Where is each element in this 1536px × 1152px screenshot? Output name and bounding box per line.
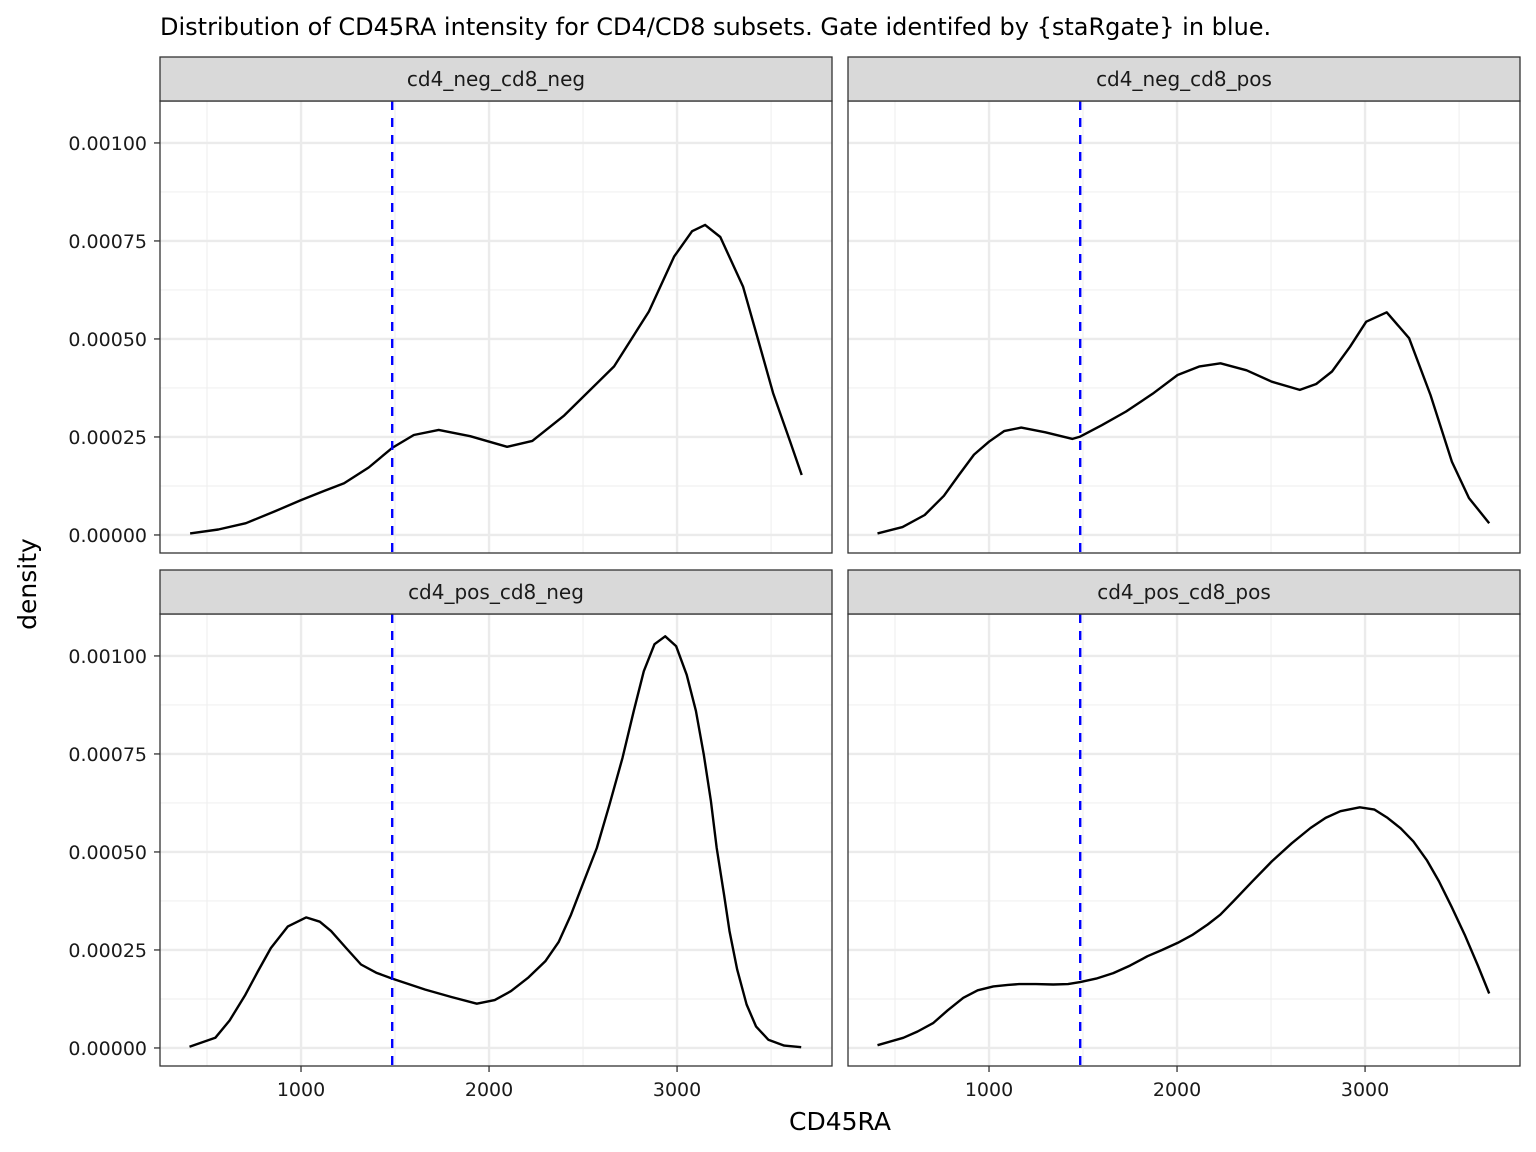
x-tick-label: 2000 bbox=[1153, 1079, 1201, 1101]
facet-strip bbox=[847, 569, 1521, 615]
y-tick-label: 0.00000 bbox=[68, 525, 147, 547]
facet-panel-cd4_neg_cd8_neg: cd4_neg_cd8_neg 0.00000 0.00025 0.00050 0.00… bbox=[68, 56, 833, 554]
chart-title: Distribution of CD45RA intensity for CD4… bbox=[160, 13, 1271, 41]
y-tick-label: 0.00025 bbox=[68, 427, 147, 449]
facet-strip-label: cd4_pos_cd8_pos bbox=[1097, 580, 1271, 604]
y-axis-title: density bbox=[13, 538, 42, 630]
y-tick-label: 0.00075 bbox=[68, 744, 147, 766]
density-curve bbox=[877, 806, 1491, 1047]
facet-strip-label: cd4_neg_cd8_pos bbox=[1096, 67, 1272, 91]
facet-panel-cd4_pos_cd8_pos: cd4_pos_cd8_pos 1000 2000 3000 bbox=[847, 569, 1521, 1101]
density-curve bbox=[877, 311, 1491, 535]
panel-background bbox=[160, 614, 832, 1066]
y-tick-label: 0.00025 bbox=[68, 940, 147, 962]
facet-strip bbox=[159, 56, 833, 102]
panel-background bbox=[848, 614, 1520, 1066]
x-tick-label: 1000 bbox=[277, 1079, 325, 1101]
density-curve bbox=[189, 223, 803, 535]
y-tick-label: 0.00000 bbox=[68, 1038, 147, 1060]
facet-strip-label: cd4_pos_cd8_neg bbox=[408, 580, 584, 604]
panel-background bbox=[848, 101, 1520, 553]
facet-strip bbox=[847, 56, 1521, 102]
facet-panel-cd4_neg_cd8_pos: cd4_neg_cd8_pos bbox=[847, 56, 1521, 554]
x-tick-label: 3000 bbox=[1341, 1079, 1389, 1101]
facet-grid: cd4_neg_cd8_neg 0.00000 0.00025 0.00050 0.00… bbox=[68, 56, 1521, 1101]
y-tick-label: 0.00075 bbox=[68, 231, 147, 253]
y-tick-label: 0.00100 bbox=[68, 133, 147, 155]
x-tick-label: 1000 bbox=[965, 1079, 1013, 1101]
panel-background bbox=[160, 101, 832, 553]
x-tick-label: 2000 bbox=[465, 1079, 513, 1101]
x-axis-title: CD45RA bbox=[789, 1107, 891, 1136]
facet-strip bbox=[159, 569, 833, 615]
x-tick-label: 3000 bbox=[653, 1079, 701, 1101]
y-tick-label: 0.00050 bbox=[68, 329, 147, 351]
y-tick-label: 0.00050 bbox=[68, 842, 147, 864]
y-tick-label: 0.00100 bbox=[68, 646, 147, 668]
density-curve bbox=[189, 635, 802, 1049]
facet-strip-label: cd4_neg_cd8_neg bbox=[407, 67, 585, 91]
facet-panel-cd4_pos_cd8_neg: cd4_pos_cd8_neg 0.00000 0.00025 0.00050 0.00… bbox=[68, 569, 833, 1101]
